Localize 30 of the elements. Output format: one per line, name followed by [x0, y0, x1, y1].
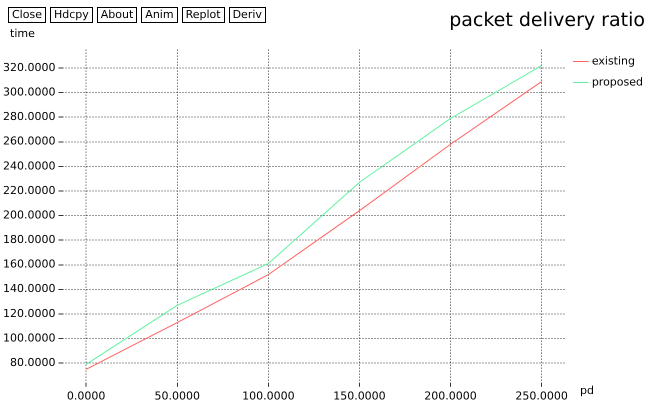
y-tick-label: 200.0000: [2, 208, 56, 222]
text: Close: [8, 7, 46, 23]
text: Deriv: [228, 7, 266, 23]
chart-title: packet delivery ratio: [449, 9, 645, 31]
y-tick-label: 300.0000: [2, 85, 56, 98]
y-tick-label: 160.0000: [2, 258, 56, 271]
y-tick-label: 100.0000: [2, 331, 56, 344]
y-tick-label: 180.0000: [2, 233, 56, 246]
y-tick-label: 140.0000: [2, 282, 56, 296]
y-tick-label: 220.0000: [2, 184, 56, 197]
y-tick-label: 280.0000: [2, 110, 56, 124]
x-tick-label: 50.0000: [154, 389, 200, 402]
y-axis-title: time: [10, 27, 35, 40]
x-tick-label: 100.0000: [242, 389, 295, 402]
x-tick-label: 200.0000: [424, 389, 477, 402]
x-tick-label: 150.0000: [333, 389, 386, 402]
y-tick-label: 240.0000: [2, 159, 56, 172]
text: About: [96, 7, 138, 23]
text: Replot: [182, 7, 225, 23]
x-tick-label: 0.0000: [66, 389, 106, 402]
y-tick-label: 120.0000: [2, 306, 56, 320]
legend-label: proposed: [592, 75, 643, 88]
x-axis-title: pd: [580, 384, 594, 397]
y-tick-label: 320.0000: [2, 60, 56, 74]
y-tick-label: 80.0000: [10, 356, 56, 369]
legend-label: existing: [592, 54, 636, 68]
text: Anim: [141, 7, 178, 23]
y-tick-label: 260.0000: [2, 134, 56, 148]
x-tick-label: 250.0000: [515, 389, 568, 402]
text: Hdcpy: [50, 7, 93, 23]
